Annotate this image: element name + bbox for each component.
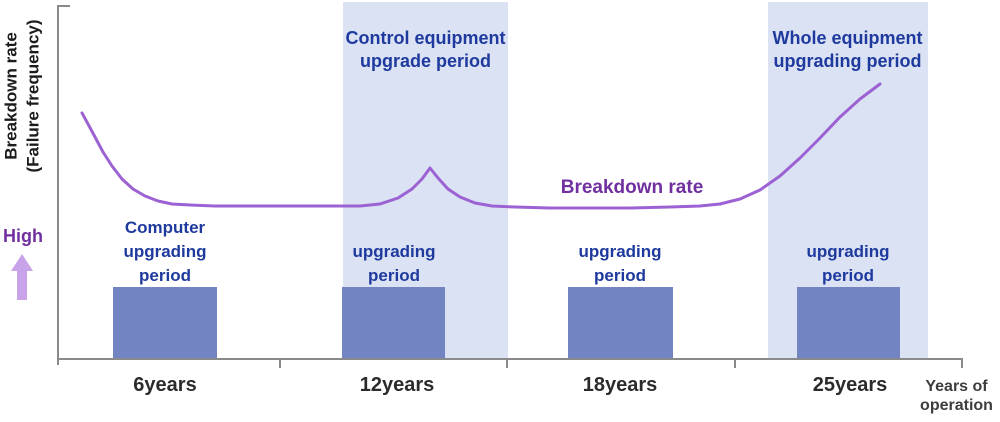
upgrade-bar-6years — [113, 287, 217, 358]
control-equipment-band-title: Control equipment upgrade period — [333, 27, 518, 73]
bar-label-computer-upgrading-period: Computer upgrading period — [103, 216, 227, 288]
y-axis-line — [57, 5, 59, 365]
y-axis-title-text: Breakdown rate (Failure frequency) — [1, 19, 45, 172]
x-axis-tick — [734, 360, 736, 368]
curve-label-breakdown-rate: Breakdown rate — [560, 177, 704, 198]
x-axis-tick — [279, 360, 281, 368]
bar-label-line: upgrading — [578, 242, 662, 261]
x-tick-label-12years: 12years — [359, 374, 435, 396]
y-axis-title-line: (Failure frequency) — [24, 19, 44, 173]
band-title-line: upgrade period — [359, 51, 491, 71]
bar-label-line: period — [594, 266, 646, 285]
y-axis-title: Breakdown rate (Failure frequency) — [0, 0, 46, 192]
bar-label-line: upgrading — [806, 242, 890, 261]
band-title-line: Whole equipment — [772, 28, 923, 48]
band-title-line: upgrading period — [773, 51, 922, 71]
bar-label-upgrading-period-25: upgrading period — [786, 240, 910, 288]
x-tick-label-25years: 25years — [812, 374, 888, 396]
bar-label-line: period — [368, 266, 420, 285]
bar-label-line: upgrading — [352, 242, 436, 261]
bar-label-line: period — [139, 266, 191, 285]
x-axis-title-line: operation — [920, 397, 993, 414]
upgrade-bar-12years — [342, 287, 445, 358]
bar-label-upgrading-period-18: upgrading period — [558, 240, 682, 288]
bar-label-line: upgrading — [123, 242, 207, 261]
bar-label-line: Computer — [124, 218, 206, 237]
x-tick-label-18years: 18years — [582, 374, 658, 396]
high-direction-label: High — [3, 226, 43, 246]
x-axis-title-line: Years of — [925, 378, 988, 395]
y-axis-top-tick — [57, 5, 70, 7]
x-axis-line — [57, 358, 963, 360]
x-axis-tick — [506, 360, 508, 368]
bar-label-line: period — [822, 266, 874, 285]
upgrade-bar-25years — [797, 287, 900, 358]
bar-label-upgrading-period-12: upgrading period — [332, 240, 456, 288]
upgrade-bar-18years — [568, 287, 673, 358]
x-axis-tick — [961, 360, 963, 368]
y-axis-title-line: Breakdown rate — [2, 32, 22, 160]
whole-equipment-band-title: Whole equipment upgrading period — [755, 27, 940, 73]
band-title-line: Control equipment — [345, 28, 506, 48]
up-arrow-icon — [11, 254, 33, 300]
x-axis-title: Years of operation — [913, 377, 1000, 415]
x-tick-label-6years: 6years — [133, 374, 197, 396]
